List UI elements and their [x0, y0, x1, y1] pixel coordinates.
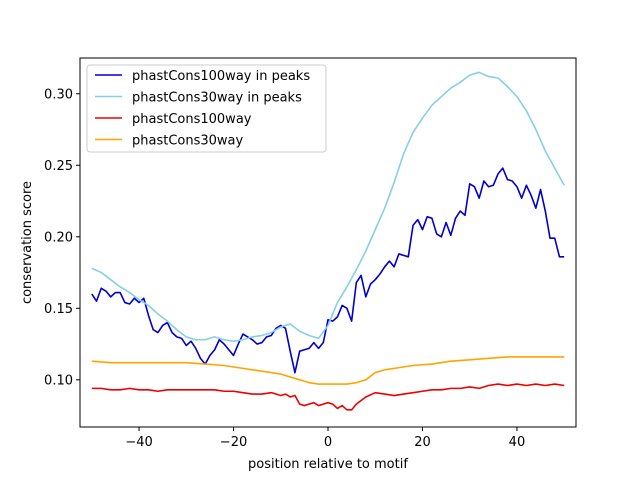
- x-tick-label: 40: [509, 435, 526, 450]
- y-tick-label: 0.30: [44, 87, 73, 102]
- x-axis-title: position relative to motif: [248, 457, 408, 472]
- series-line-3: [91, 356, 565, 385]
- y-tick-label: 0.25: [44, 159, 73, 174]
- y-axis: 0.10 0.15 0.20 0.25 0.30: [44, 87, 80, 388]
- x-tick-label: 20: [414, 435, 431, 450]
- x-axis: −40 −20 0 20 40: [125, 427, 525, 450]
- x-tick-label: −20: [220, 435, 247, 450]
- legend-label-3: phastCons30way: [132, 134, 244, 149]
- series-line-1: [91, 71, 565, 342]
- legend-label-1: phastCons30way in peaks: [132, 91, 302, 106]
- x-tick-label: 0: [324, 435, 332, 450]
- y-axis-title: conservation score: [20, 181, 35, 304]
- y-tick-label: 0.10: [44, 373, 73, 388]
- y-tick-label: 0.20: [44, 230, 73, 245]
- plot-lines: [91, 71, 565, 411]
- legend-label-2: phastCons100way: [132, 112, 252, 127]
- series-line-2: [91, 383, 565, 411]
- series-line-0: [91, 167, 565, 374]
- legend: phastCons100way in peaks phastCons30way i…: [86, 64, 327, 153]
- legend-box: [86, 64, 327, 153]
- x-tick-label: −40: [125, 435, 152, 450]
- legend-label-0: phastCons100way in peaks: [132, 69, 310, 84]
- y-tick-label: 0.15: [44, 302, 73, 317]
